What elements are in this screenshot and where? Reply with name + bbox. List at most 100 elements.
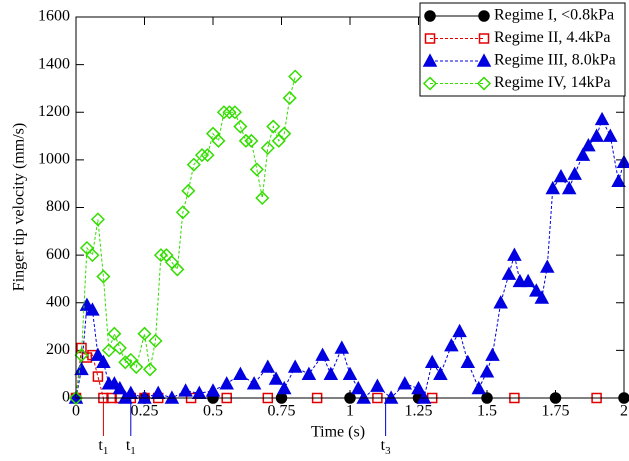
- marker: [611, 173, 626, 188]
- marker: [561, 180, 577, 195]
- marker: [85, 302, 100, 316]
- marker: [553, 168, 569, 183]
- marker: [96, 354, 111, 369]
- marker: [411, 380, 426, 395]
- x-tick-label: 1.75: [542, 403, 570, 420]
- marker: [452, 323, 467, 338]
- marker: [507, 247, 522, 261]
- marker: [287, 359, 303, 373]
- marker: [501, 266, 517, 280]
- marker: [342, 366, 358, 380]
- marker: [175, 205, 190, 220]
- marker: [485, 347, 500, 361]
- marker: [478, 33, 490, 44]
- marker: [74, 361, 89, 376]
- marker: [471, 380, 487, 395]
- annotation-subscript: 3: [385, 445, 391, 457]
- y-tick-label: 1000: [38, 151, 70, 168]
- marker: [266, 119, 281, 134]
- marker: [85, 248, 100, 263]
- marker: [227, 105, 242, 120]
- x-tick-label: 0: [72, 403, 80, 420]
- marker: [74, 348, 89, 363]
- marker: [137, 326, 152, 341]
- marker: [433, 366, 448, 380]
- marker: [268, 371, 284, 385]
- marker: [186, 157, 201, 172]
- marker: [153, 248, 169, 263]
- marker: [181, 183, 196, 198]
- marker: [603, 128, 618, 142]
- marker: [112, 380, 128, 395]
- marker: [534, 290, 550, 304]
- annotation-label: t3: [381, 437, 391, 457]
- legend-label: Regime II, 4.4kPa: [494, 29, 610, 46]
- marker: [476, 53, 492, 67]
- marker: [90, 212, 105, 227]
- y-axis-label: Finger tip velocity (mm/s): [11, 123, 28, 291]
- marker: [244, 133, 259, 148]
- marker: [424, 33, 436, 44]
- plot-frame: [75, 16, 625, 399]
- marker: [444, 338, 459, 352]
- legend-label: Regime IV, 14kPa: [494, 74, 611, 91]
- marker: [460, 354, 476, 369]
- marker: [545, 180, 561, 195]
- marker: [246, 376, 262, 390]
- legend-box: [419, 2, 626, 97]
- annotation-label: t1: [98, 437, 108, 457]
- marker: [178, 383, 193, 397]
- annotation-text: t: [381, 437, 386, 454]
- y-tick-label: 1600: [38, 8, 70, 25]
- marker: [211, 133, 226, 148]
- marker: [92, 371, 104, 382]
- marker: [476, 76, 492, 91]
- marker: [118, 355, 133, 370]
- y-tick-label: 0: [62, 389, 70, 406]
- marker: [101, 343, 116, 358]
- y-tick-label: 800: [46, 198, 70, 215]
- marker: [370, 378, 385, 392]
- marker: [112, 340, 127, 356]
- marker: [323, 366, 339, 380]
- marker: [479, 364, 495, 378]
- marker: [123, 385, 139, 399]
- marker: [334, 340, 350, 354]
- marker: [260, 140, 275, 156]
- annotation-subscript: 1: [103, 445, 109, 457]
- marker: [96, 269, 111, 284]
- legend-label: Regime I, <0.8kPa: [494, 7, 614, 24]
- marker: [68, 390, 84, 406]
- marker: [276, 380, 292, 395]
- marker: [129, 359, 144, 375]
- marker: [581, 138, 596, 152]
- marker: [205, 383, 221, 397]
- marker: [594, 111, 610, 126]
- marker: [238, 133, 253, 148]
- marker: [142, 362, 158, 377]
- x-tick-label: 1.5: [477, 403, 497, 420]
- marker: [529, 283, 544, 297]
- marker: [422, 76, 438, 91]
- x-tick-label: 2: [620, 403, 628, 420]
- marker: [219, 376, 234, 390]
- marker: [233, 119, 248, 134]
- x-tick-label: 1.25: [405, 403, 433, 420]
- x-tick-label: 0.25: [131, 403, 159, 420]
- marker: [150, 385, 166, 399]
- marker: [233, 366, 248, 380]
- x-tick-label: 1: [346, 403, 354, 420]
- annotation-text: t: [98, 437, 103, 454]
- x-tick-label: 0.75: [268, 403, 296, 420]
- marker: [216, 105, 232, 120]
- marker: [493, 295, 508, 309]
- marker: [589, 128, 604, 142]
- marker: [575, 147, 591, 161]
- annotation-subscript: 1: [130, 445, 136, 457]
- marker: [194, 148, 210, 163]
- legend-label: Regime III, 8.0kPa: [494, 52, 616, 69]
- annotation-text: t: [126, 437, 131, 454]
- marker: [520, 273, 536, 288]
- marker: [200, 148, 215, 163]
